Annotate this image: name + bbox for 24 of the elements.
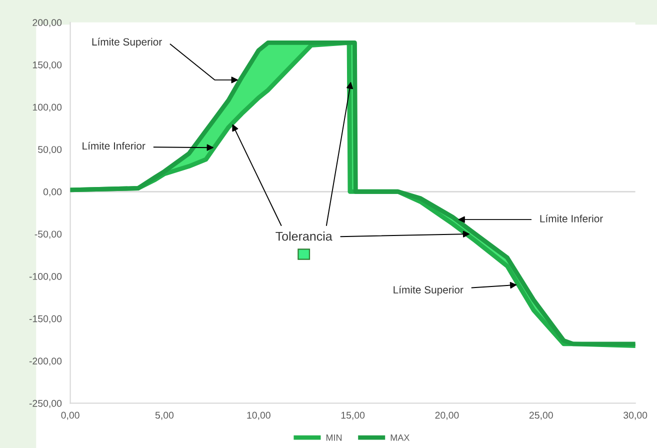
annotation: Tolerancia [276,232,332,241]
x-tick-label: 5,00 [155,412,174,420]
y-tick-label: -150,00 [29,315,62,324]
x-tick-label: 25,00 [529,412,553,420]
y-tick-label: -200,00 [29,358,62,366]
y-tick-label: 50,00 [38,146,62,154]
annotation: Límite Superior [92,38,162,48]
y-tick-label: -50,00 [34,230,62,239]
x-tick-label: 20,00 [435,412,459,420]
x-tick-label: 0,00 [61,412,80,420]
annotation: Límite Inferior [540,214,603,222]
legend-label: MAX [390,434,410,441]
y-tick-label: 200,00 [32,19,62,28]
y-tick-label: 0,00 [43,188,62,196]
annotation: Límite Superior [394,286,464,296]
y-tick-label: -250,00 [29,400,62,408]
x-tick-label: 10,00 [247,412,270,420]
annotation: Límite Inferior [82,142,146,150]
x-tick-label: 30,00 [624,412,648,420]
y-tick-label: 100,00 [32,104,62,112]
y-tick-label: 150,00 [32,61,62,70]
legend-label: MIN [326,434,342,441]
x-tick-label: 15,00 [341,412,365,420]
y-tick-label: -100,00 [29,273,62,282]
